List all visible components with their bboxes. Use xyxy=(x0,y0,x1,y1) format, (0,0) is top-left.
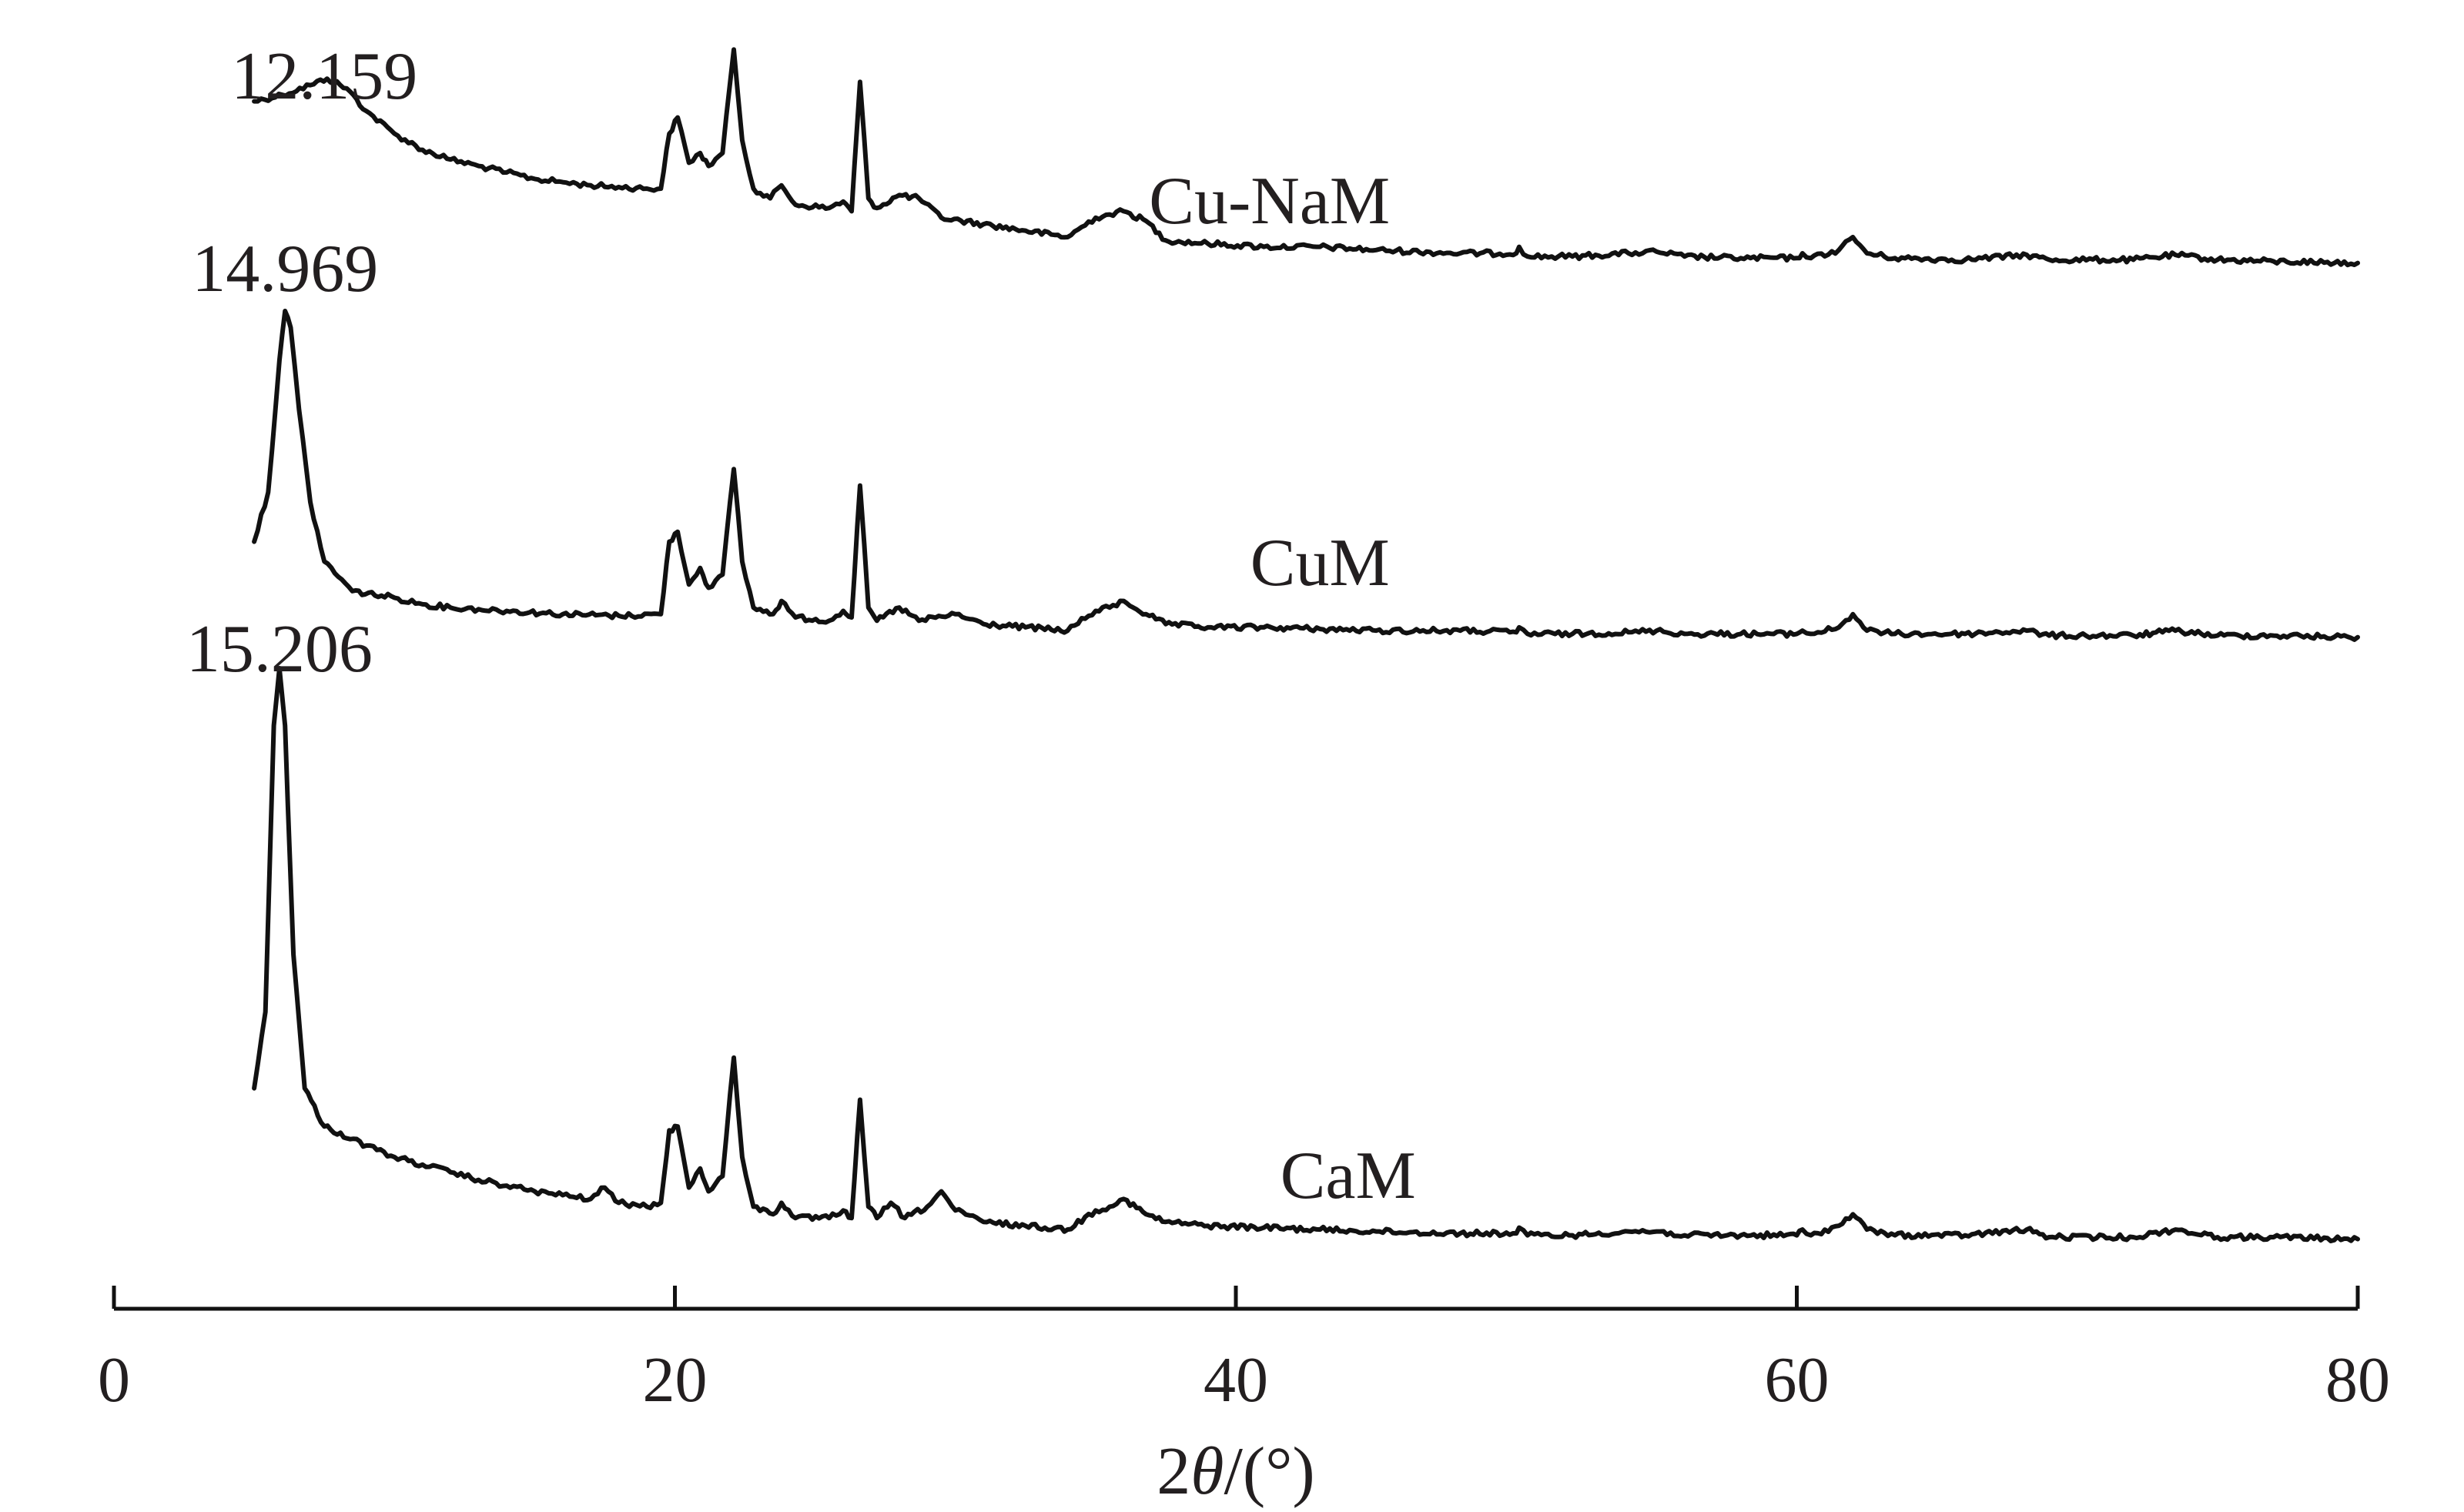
x-axis-label: 2θ/(°) xyxy=(1157,1434,1314,1509)
peak-label-cum: 14.969 xyxy=(192,232,378,306)
plot-area: Cu-NaM 12.159 CuM 14.969 CaM 15.206 xyxy=(186,39,2360,1243)
x-tick-label: 20 xyxy=(643,1344,708,1416)
x-ticks: 0 20 40 60 80 xyxy=(98,1286,2390,1416)
x-tick-label: 0 xyxy=(98,1344,130,1416)
x-tick-label: 60 xyxy=(1765,1344,1830,1416)
peak-label-cam: 15.206 xyxy=(186,612,373,687)
series-label-cu-nam: Cu-NaM xyxy=(1149,164,1390,239)
x-axis-label-post: /(°) xyxy=(1224,1434,1314,1509)
series-line-cu-nam xyxy=(252,47,2360,268)
x-axis-label-theta: θ xyxy=(1190,1434,1224,1509)
x-tick-label: 80 xyxy=(2325,1344,2390,1416)
series-label-cum: CuM xyxy=(1250,526,1390,600)
x-axis: 0 20 40 60 80 xyxy=(98,1286,2390,1416)
x-tick-label: 40 xyxy=(1204,1344,1268,1416)
series-line-cam xyxy=(252,666,2360,1243)
peak-label-cu-nam: 12.159 xyxy=(231,39,417,114)
series-label-cam: CaM xyxy=(1281,1139,1416,1213)
series-line-cum xyxy=(252,309,2360,642)
x-axis-label-pre: 2 xyxy=(1157,1434,1190,1509)
